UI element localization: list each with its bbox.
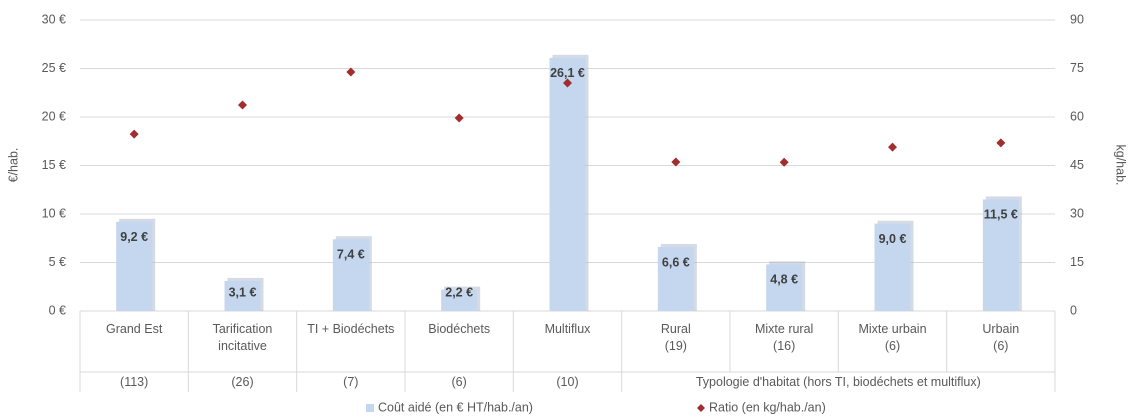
y2-axis-label: kg/hab. (1114, 144, 1128, 185)
x-tick-label: Mixte rural (16) (754, 322, 814, 353)
x-tick-label: Rural (19) (660, 322, 691, 353)
legend-label: Coût aidé (en € HT/hab./an) (378, 400, 533, 414)
bar (549, 57, 586, 311)
bar (874, 223, 911, 311)
y-tick-label: 0 € (49, 303, 66, 317)
ratio-marker (129, 129, 139, 139)
data-label: 9,0 € (879, 232, 907, 246)
data-label: 6,6 € (662, 255, 690, 269)
bar (657, 246, 694, 311)
data-label: 2,2 € (445, 285, 473, 299)
y-tick-label: 15 € (42, 158, 66, 172)
data-label: 9,2 € (120, 230, 148, 244)
bar (766, 264, 803, 311)
y2-tick-label: 30 (1070, 206, 1084, 220)
category-count: (113) (120, 375, 149, 389)
legend-swatch (366, 404, 374, 412)
ratio-marker (996, 138, 1006, 148)
y-tick-label: 5 € (49, 255, 66, 269)
x-tick-label: Urbain (6) (982, 322, 1020, 353)
y2-tick-label: 15 (1070, 255, 1084, 269)
y2-tick-label: 75 (1070, 61, 1084, 75)
y-tick-label: 10 € (42, 206, 66, 220)
bar (982, 199, 1019, 311)
x-tick-label: Biodéchets (428, 322, 491, 336)
y2-tick-label: 60 (1070, 109, 1084, 123)
x-tick-label: Tarification incitative (212, 322, 273, 353)
x-tick-label: Multiflux (544, 322, 591, 336)
ratio-marker (238, 100, 247, 110)
x-tick-label: TI + Biodéchets (307, 322, 395, 336)
ratio-marker (454, 113, 464, 123)
category-count: (10) (556, 375, 579, 389)
bar (224, 280, 261, 311)
category-count: (7) (343, 375, 359, 389)
y-tick-label: 20 € (42, 109, 66, 123)
bar (116, 221, 153, 311)
data-label: 11,5 € (984, 208, 1018, 222)
data-label: 26,1 € (550, 66, 585, 80)
ratio-marker (563, 78, 572, 88)
data-label: 7,4 € (337, 248, 365, 262)
category-count: (6) (451, 375, 467, 389)
y-tick-label: 30 € (42, 12, 66, 26)
y2-tick-label: 90 (1070, 12, 1084, 26)
ratio-marker (346, 67, 356, 77)
y2-tick-label: 45 (1070, 158, 1084, 172)
ratio-marker (671, 157, 681, 167)
data-label: 4,8 € (770, 273, 798, 287)
data-label: 3,1 € (229, 285, 257, 299)
ratio-marker (888, 142, 897, 152)
category-count: (26) (231, 375, 254, 389)
ratio-marker (779, 157, 789, 167)
y-axis-label: €/hab. (6, 148, 20, 183)
x-tick-label: Mixte urbain (6) (858, 322, 927, 353)
legend-swatch (697, 404, 705, 412)
bar (332, 239, 369, 311)
x-tick-label: Grand Est (106, 322, 163, 336)
y-tick-label: 25 € (42, 61, 66, 75)
group-label: Typologie d'habitat (hors TI, biodéchets… (695, 375, 981, 389)
bar (441, 289, 478, 311)
legend-label: Ratio (en kg/hab./an) (709, 400, 826, 414)
y2-tick-label: 0 (1070, 303, 1077, 317)
